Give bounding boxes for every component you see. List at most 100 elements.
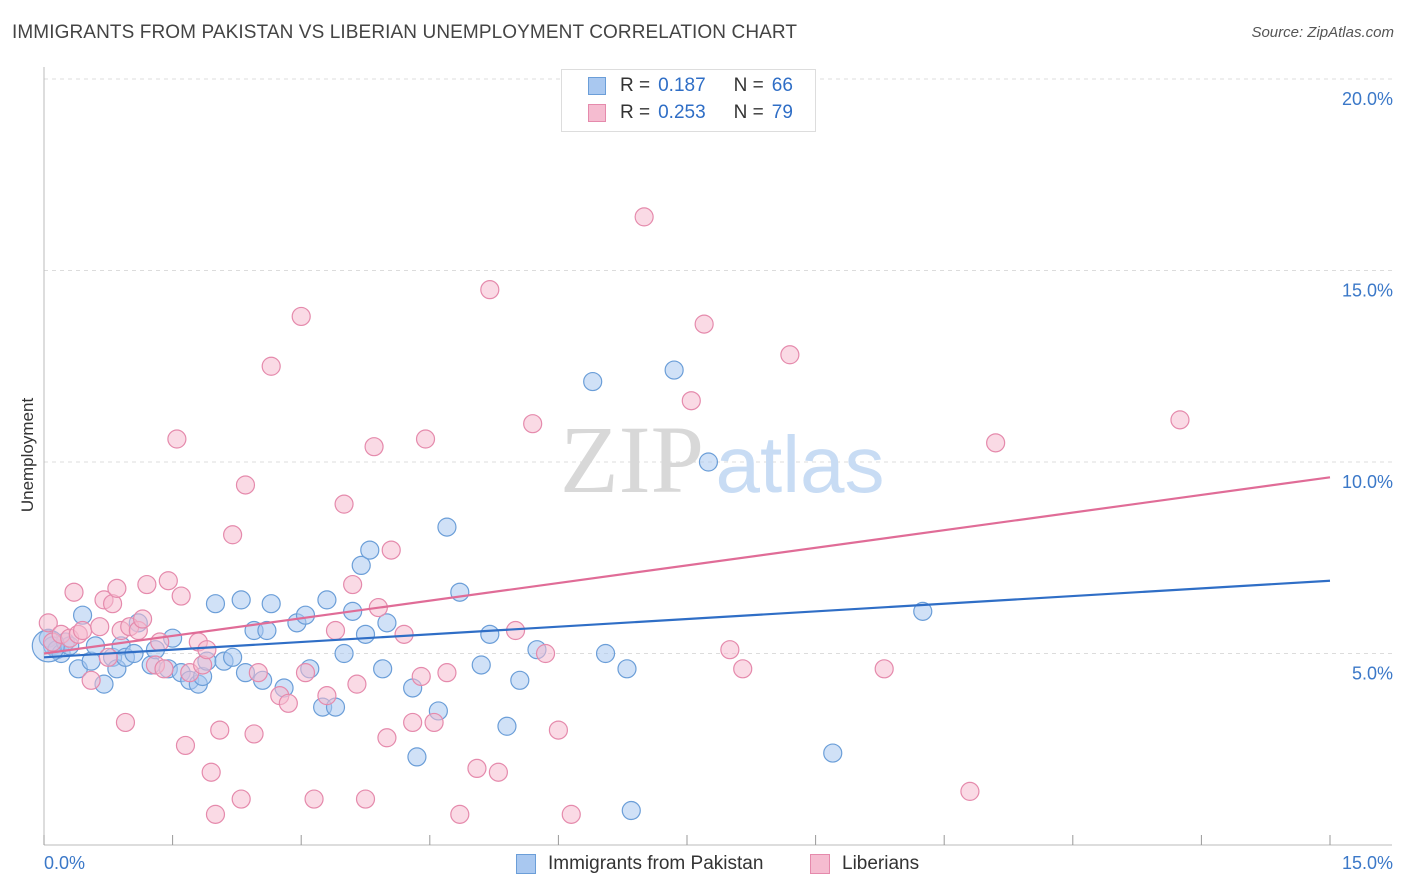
source-label: Source: ZipAtlas.com <box>1251 24 1394 41</box>
data-point <box>480 280 500 300</box>
legend-r-label: R = <box>620 102 651 123</box>
data-point <box>343 574 363 595</box>
data-point <box>98 647 118 667</box>
data-point <box>64 582 84 602</box>
data-point <box>38 613 58 633</box>
data-point <box>471 655 491 675</box>
data-point <box>535 643 556 664</box>
legend: R = 0.187 N = 66 R = 0.253 N = 79 <box>561 69 816 132</box>
data-point <box>248 663 268 683</box>
data-point <box>317 686 337 706</box>
data-point <box>664 360 684 380</box>
data-point <box>90 617 110 637</box>
data-point <box>210 720 230 740</box>
data-point <box>698 452 719 472</box>
data-point <box>874 659 894 679</box>
bottom-legend-pakistan: Immigrants from Pakistan <box>516 852 763 876</box>
legend-row-liberians: R = 0.253 N = 79 <box>588 101 793 125</box>
data-point <box>450 582 470 602</box>
trend-lines <box>43 476 1331 659</box>
data-point <box>424 712 444 733</box>
legend-n-label: N = <box>733 102 764 123</box>
data-point <box>437 517 457 537</box>
data-point <box>360 540 380 560</box>
data-point <box>325 620 346 641</box>
watermark-zip: ZIP <box>560 406 704 513</box>
chart-title: IMMIGRANTS FROM PAKISTAN VS LIBERIAN UNE… <box>12 22 798 43</box>
data-point <box>986 433 1006 453</box>
data-point <box>450 804 470 824</box>
data-point <box>355 624 376 644</box>
data-point <box>295 663 316 683</box>
y-tick-label: 15.0% <box>1342 281 1393 301</box>
bottom-legend-label: Liberians <box>842 853 920 874</box>
watermark: ZIP atlas <box>560 406 884 513</box>
data-point <box>304 789 324 809</box>
bottom-legend-liberians: Liberians <box>810 852 919 876</box>
y-tick-label: 5.0% <box>1352 664 1393 684</box>
data-point <box>261 594 281 614</box>
data-point <box>394 624 414 644</box>
data-point <box>634 207 654 227</box>
data-point <box>510 670 530 690</box>
data-point <box>823 743 843 763</box>
data-point <box>124 643 144 664</box>
data-point <box>197 640 217 660</box>
data-point <box>694 314 714 334</box>
series-liberians-points <box>38 207 1190 824</box>
data-point <box>167 429 187 449</box>
data-point <box>201 762 221 782</box>
data-point <box>72 620 93 641</box>
legend-r-value: 0.253 <box>658 102 706 123</box>
watermark-atlas: atlas <box>716 420 885 509</box>
data-point <box>548 720 569 740</box>
data-point <box>235 475 256 495</box>
data-point <box>355 789 376 809</box>
legend-swatch-blue <box>588 77 606 95</box>
data-point <box>1170 410 1190 430</box>
data-point <box>561 804 581 824</box>
data-point <box>407 747 427 767</box>
trend-line-pakistan <box>43 579 1331 659</box>
data-point <box>132 609 153 629</box>
data-point <box>780 345 800 365</box>
data-point <box>291 306 311 327</box>
data-point <box>347 674 367 694</box>
x-tick-label: 0.0% <box>44 853 85 873</box>
trend-line-liberians <box>43 476 1331 655</box>
data-point <box>913 601 933 621</box>
data-point <box>411 666 431 687</box>
data-point <box>364 437 384 457</box>
data-point <box>205 804 226 824</box>
data-point <box>244 724 264 744</box>
data-point <box>137 574 157 595</box>
data-point <box>351 555 371 576</box>
data-point <box>415 429 436 449</box>
gridlines <box>44 78 1392 654</box>
data-point <box>334 643 354 664</box>
data-point <box>621 800 641 821</box>
data-point <box>523 414 543 434</box>
legend-r-value: 0.187 <box>658 75 706 96</box>
data-point <box>733 659 753 679</box>
bottom-legend-swatch-blue <box>516 854 536 874</box>
data-point <box>317 590 337 610</box>
data-point <box>373 659 393 679</box>
x-tick-label: 15.0% <box>1342 853 1393 873</box>
data-point <box>720 640 740 660</box>
data-point <box>261 356 281 376</box>
data-point <box>467 758 487 779</box>
data-point <box>171 586 191 606</box>
data-point <box>278 693 298 713</box>
data-point <box>175 735 196 756</box>
data-point <box>583 371 603 392</box>
data-point <box>334 494 354 514</box>
legend-r-label: R = <box>620 75 651 96</box>
tick-labels: 5.0% 10.0% 15.0% 20.0% 0.0% 15.0% <box>44 89 1393 873</box>
legend-n-label: N = <box>733 75 764 96</box>
legend-swatch-pink <box>588 104 606 122</box>
data-point <box>115 712 136 733</box>
y-tick-label: 20.0% <box>1342 89 1393 109</box>
data-point <box>617 659 637 679</box>
